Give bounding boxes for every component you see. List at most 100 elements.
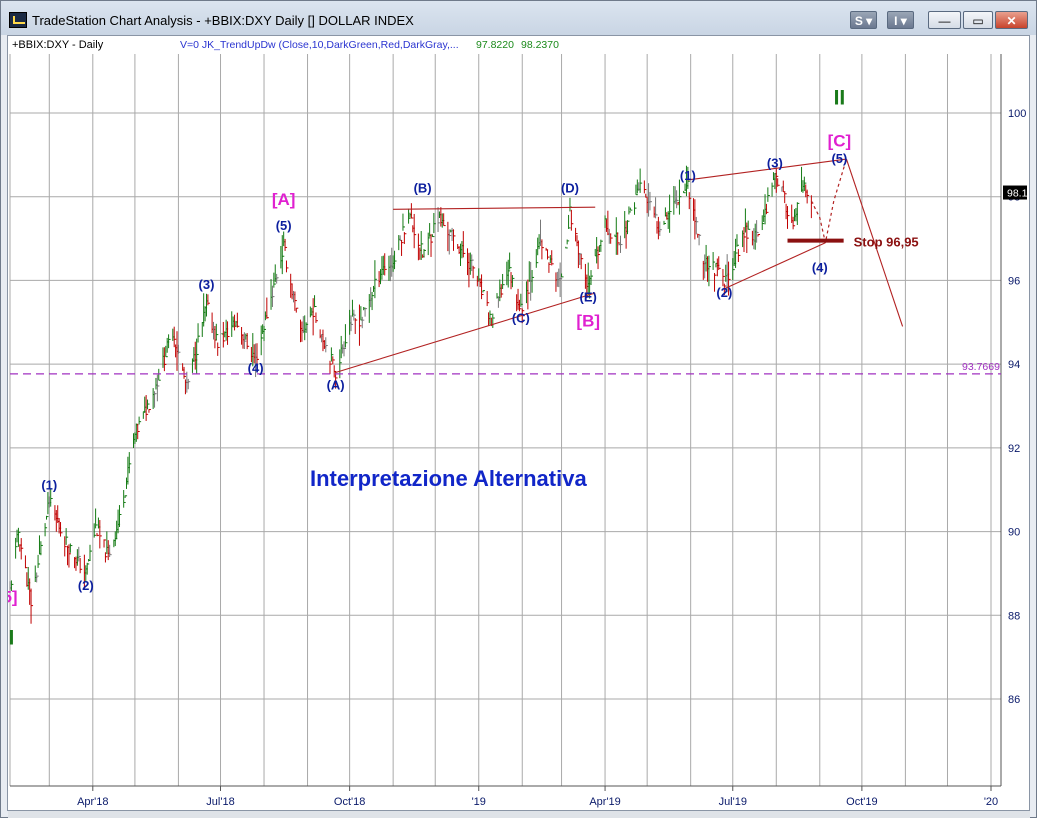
price-bar [580, 254, 584, 270]
price-bar [266, 297, 269, 319]
price-bar [343, 341, 347, 357]
price-bar [60, 522, 63, 537]
indicator-value-1: 97.8220 [476, 39, 514, 51]
price-bar [358, 304, 362, 346]
price-bar [128, 452, 132, 474]
price-bar [260, 325, 264, 356]
price-bar [364, 308, 368, 317]
wave-labels: 5] I (1) (2) (3) (4) (5) [A] (A) (B) (C) (D) (E) [B] (… [8, 87, 851, 650]
price-bar [118, 505, 122, 528]
price-bar [68, 544, 71, 568]
price-bar [443, 213, 446, 227]
price-bar [79, 558, 83, 574]
price-bar [568, 214, 571, 229]
price-bar [314, 295, 317, 308]
price-bar [168, 334, 171, 349]
tradestation-app-icon [9, 12, 27, 28]
price-bar [329, 360, 332, 375]
close-button[interactable]: ✕ [995, 11, 1028, 29]
price-bar [50, 489, 53, 507]
price-bar [570, 209, 574, 231]
price-bar [502, 273, 505, 290]
y-tick-label: 96 [1008, 275, 1020, 287]
price-bar [732, 258, 735, 281]
trendline [845, 158, 904, 327]
price-bar [634, 202, 637, 215]
price-bar [271, 285, 275, 307]
price-bar [294, 291, 297, 311]
price-bar [44, 523, 48, 537]
price-bar [408, 208, 411, 224]
price-bar [420, 231, 424, 260]
price-bar [177, 344, 181, 354]
price-bar [402, 213, 405, 231]
price-bar [765, 203, 769, 215]
price-bar [37, 554, 41, 568]
maximize-button[interactable]: ▭ [963, 11, 993, 29]
price-bar [30, 588, 34, 624]
trendline [687, 158, 847, 181]
price-bar [566, 239, 570, 245]
price-bar [535, 249, 539, 268]
price-bar [256, 343, 260, 372]
price-bar [410, 203, 414, 219]
price-bar [643, 180, 647, 194]
price-bar [728, 261, 731, 296]
y-tick-label: 90 [1008, 527, 1020, 539]
price-bar [273, 272, 276, 288]
price-bar [697, 233, 700, 238]
s-menu-button[interactable]: S ▾ [850, 11, 877, 29]
price-bar [714, 272, 717, 292]
price-bar [722, 268, 725, 287]
price-bar [803, 176, 807, 192]
price-bar [462, 231, 466, 258]
price-bar [520, 293, 523, 307]
price-bar [565, 246, 568, 249]
price-bar [15, 537, 18, 559]
price-bar [746, 222, 749, 254]
wave-label: [A] [272, 190, 296, 209]
trendline [335, 292, 596, 374]
price-bar [761, 215, 765, 231]
price-bar [138, 416, 142, 425]
price-bar [659, 221, 662, 236]
x-tick-label: '20 [984, 796, 998, 808]
x-tick-label: Oct'18 [334, 796, 365, 808]
trendline [393, 206, 596, 210]
price-bar [678, 179, 682, 215]
wave-label: (2) [78, 578, 94, 593]
price-bar [64, 536, 67, 557]
horizontal-scrollbar[interactable] [8, 811, 1030, 818]
indicator-value-2: 98.2370 [521, 39, 559, 51]
price-bar [147, 399, 150, 410]
price-bar [95, 508, 98, 529]
indicator-label: V=0 JK_TrendUpDw (Close,10,DarkGreen,Red… [180, 39, 459, 51]
y-tick-label: 100 [1008, 108, 1026, 120]
price-bar [123, 490, 126, 508]
x-tick-label: Jul'19 [719, 796, 747, 808]
last-price-label: 98.1 [1007, 188, 1028, 200]
price-bar [806, 189, 810, 204]
price-bar [663, 220, 666, 225]
chart-area[interactable]: 86889092949698100Apr'18Jul'18Oct'18'19Ap… [7, 35, 1030, 811]
price-bar [777, 178, 780, 187]
price-bar [767, 187, 770, 202]
price-chart[interactable]: 86889092949698100Apr'18Jul'18Oct'18'19Ap… [8, 36, 1029, 810]
i-menu-button[interactable]: I ▾ [887, 11, 914, 29]
price-bar [40, 541, 43, 556]
x-tick-label: Jul'18 [206, 796, 234, 808]
price-bar [413, 213, 417, 249]
minimize-button[interactable]: — [928, 11, 961, 29]
price-bar [628, 206, 631, 215]
price-bar [276, 273, 279, 284]
price-bar [246, 333, 250, 350]
wave-label: (5) [276, 218, 292, 233]
price-bar [330, 347, 334, 362]
wave-label: I [8, 627, 14, 650]
price-bar [511, 275, 515, 288]
title-bar[interactable]: TradeStation Chart Analysis - +BBIX:DXY … [1, 1, 1036, 35]
wave-label: (1) [41, 478, 57, 493]
trendlines: 93.7669 Stop 96,95 98.1 [10, 158, 1028, 375]
price-bar [284, 238, 288, 251]
wave-label: (B) [414, 181, 432, 196]
